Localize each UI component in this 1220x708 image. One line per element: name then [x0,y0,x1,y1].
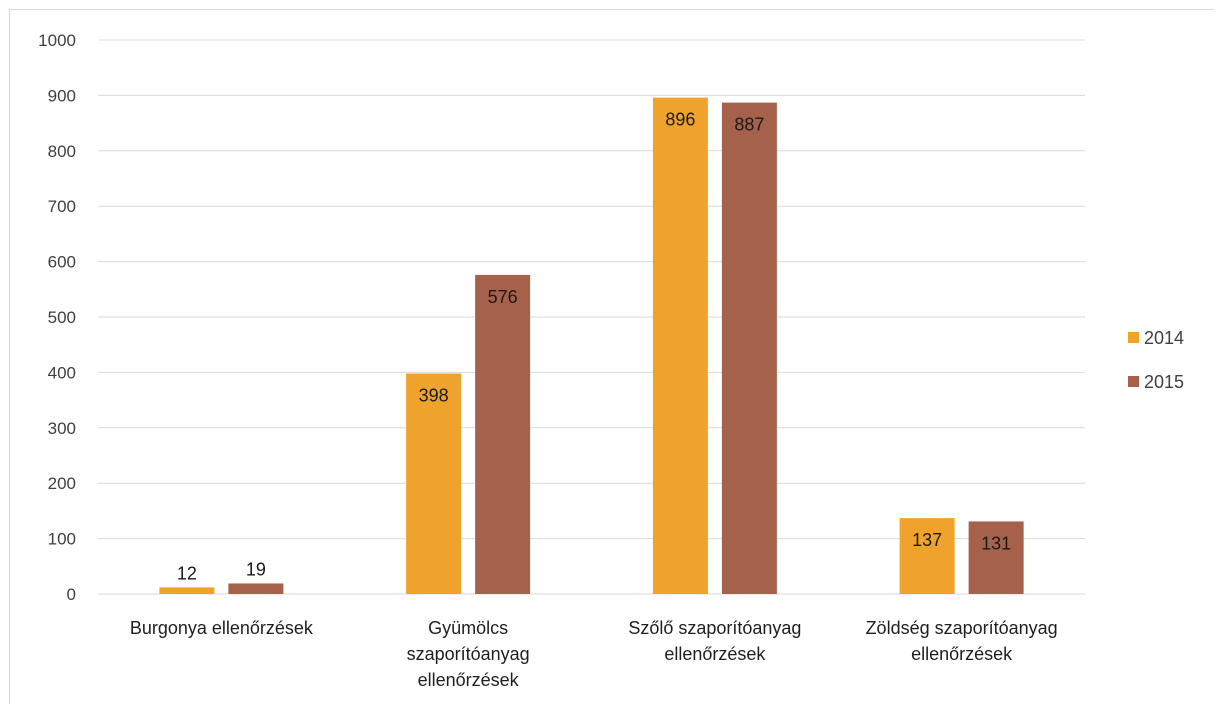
x-axis-category-labels: Burgonya ellenőrzések Gyümölcs szaporítóan… [130,618,1058,690]
legend-swatch-2015 [1128,376,1139,387]
y-tick-label: 500 [48,308,76,327]
legend-label: 2015 [1144,372,1184,392]
bar-2015-3 [968,521,1024,594]
y-tick-label: 100 [48,530,76,549]
legend: 2014 2015 [1128,328,1184,392]
bar-2014-0 [159,587,215,594]
y-tick-label: 200 [48,474,76,493]
legend-label: 2014 [1144,328,1184,348]
data-labels: 12 19 398 576 896 887 137 131 [177,110,1011,584]
data-label: 137 [912,530,942,550]
data-label: 896 [665,110,695,130]
y-tick-label: 800 [48,142,76,161]
x-category-label: Zöldség szaporítóanyag [866,618,1058,638]
x-category-label: szaporítóanyag [407,644,530,664]
y-tick-label: 300 [48,419,76,438]
x-category-label: ellenőrzések [418,670,520,690]
bar-2015-0 [228,583,284,594]
y-axis-tick-labels: 0 100 200 300 400 500 600 700 800 900 1000 [38,31,76,604]
data-label: 887 [734,115,764,135]
x-category-label: Burgonya ellenőrzések [130,618,314,638]
y-tick-label: 700 [48,197,76,216]
y-tick-label: 400 [48,363,76,382]
x-category-label: ellenőrzések [664,644,766,664]
gridlines [98,39,1085,595]
bar-2014-2 [652,97,708,594]
y-tick-label: 600 [48,253,76,272]
legend-swatch-2014 [1128,332,1139,343]
data-label: 12 [177,563,197,583]
bars [159,97,1024,595]
bar-2015-2 [721,102,777,595]
bar-2015-1 [475,274,531,594]
x-category-label: Szőlő szaporítóanyag [628,618,801,638]
y-tick-label: 900 [48,86,76,105]
y-tick-label: 1000 [38,31,76,50]
y-tick-label: 0 [67,585,76,604]
bar-2014-3 [899,518,955,594]
x-category-label: Gyümölcs [428,618,508,638]
data-label: 131 [981,533,1011,553]
x-category-label: ellenőrzések [911,644,1013,664]
data-label: 19 [246,559,266,579]
bar-2014-1 [406,373,462,594]
data-label: 576 [488,287,518,307]
data-label: 398 [419,386,449,406]
chart-frame [9,9,1214,704]
